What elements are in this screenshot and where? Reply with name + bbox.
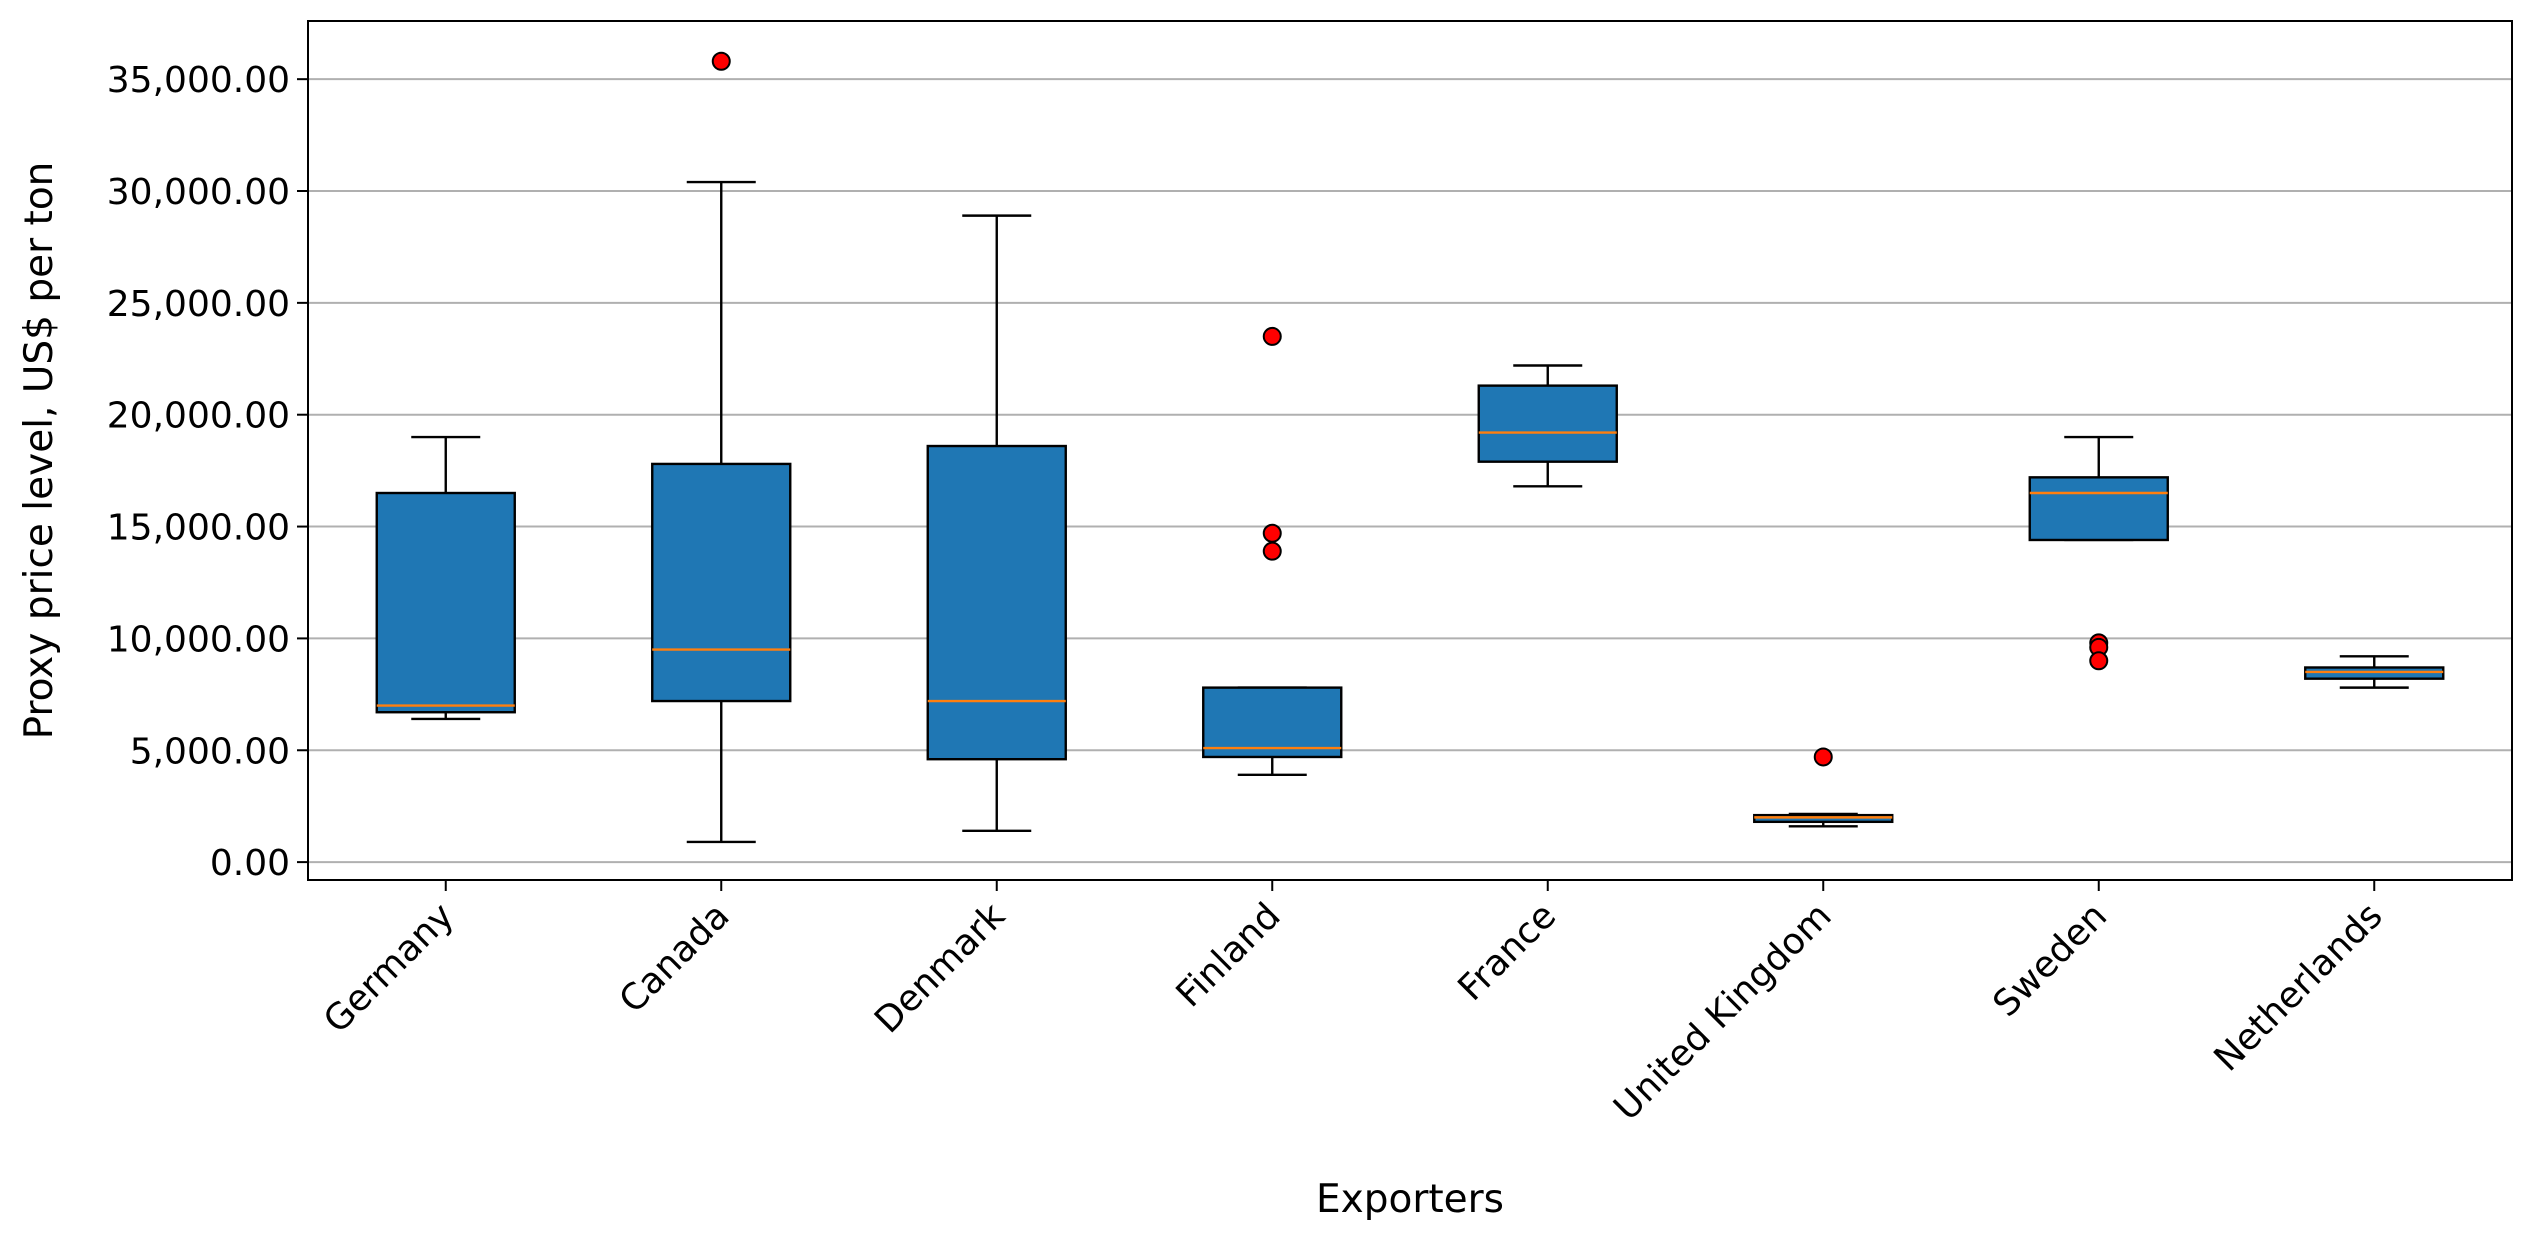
outlier-point xyxy=(1262,326,1282,346)
box-group xyxy=(1753,747,1894,828)
box-group xyxy=(651,51,792,844)
box xyxy=(926,444,1067,761)
y-axis-label: Proxy price level, US$ per ton xyxy=(17,162,62,740)
box xyxy=(375,491,516,714)
outlier-point xyxy=(1262,523,1282,543)
grid-lines xyxy=(308,78,2512,864)
y-tick-label: 0.00 xyxy=(210,843,290,884)
x-tick-label: Netherlands xyxy=(2206,895,2390,1079)
y-tick-label: 15,000.00 xyxy=(107,508,290,549)
box-group xyxy=(926,214,1067,832)
box-group xyxy=(1477,364,1618,488)
box-group xyxy=(2028,435,2169,671)
x-tick-label: France xyxy=(1450,895,1564,1009)
y-tick-label: 20,000.00 xyxy=(107,396,290,437)
outlier-point xyxy=(2089,651,2109,671)
box xyxy=(2028,476,2169,542)
x-tick-label: United Kingdom xyxy=(1606,895,1839,1128)
y-tick-label: 35,000.00 xyxy=(107,60,290,101)
box-series xyxy=(375,51,2445,844)
x-tick-label: Germany xyxy=(316,895,462,1041)
box-group xyxy=(2304,655,2445,689)
x-tick-label: Denmark xyxy=(867,895,1013,1041)
outlier-point xyxy=(1813,747,1833,767)
x-axis: Germany Canada Denmark Finland France United … xyxy=(316,880,2391,1129)
x-tick-label: Finland xyxy=(1169,895,1289,1015)
y-tick-label: 5,000.00 xyxy=(130,731,290,772)
box xyxy=(651,462,792,703)
y-axis: 0.00 5,000.00 10,000.00 15,000.00 20,000.00 2… xyxy=(107,60,308,884)
y-tick-label: 25,000.00 xyxy=(107,284,290,325)
box-group xyxy=(375,435,516,721)
outlier-point xyxy=(1262,541,1282,561)
x-tick-label: Sweden xyxy=(1986,895,2116,1025)
x-tick-label: Canada xyxy=(612,895,738,1021)
box xyxy=(1477,384,1618,463)
y-tick-label: 10,000.00 xyxy=(107,619,290,660)
box-group xyxy=(1202,326,1343,777)
box xyxy=(1202,686,1343,759)
outlier-point xyxy=(711,51,731,71)
x-axis-label: Exporters xyxy=(1316,1177,1504,1222)
y-tick-label: 30,000.00 xyxy=(107,172,290,213)
plot-frame xyxy=(307,20,2513,881)
